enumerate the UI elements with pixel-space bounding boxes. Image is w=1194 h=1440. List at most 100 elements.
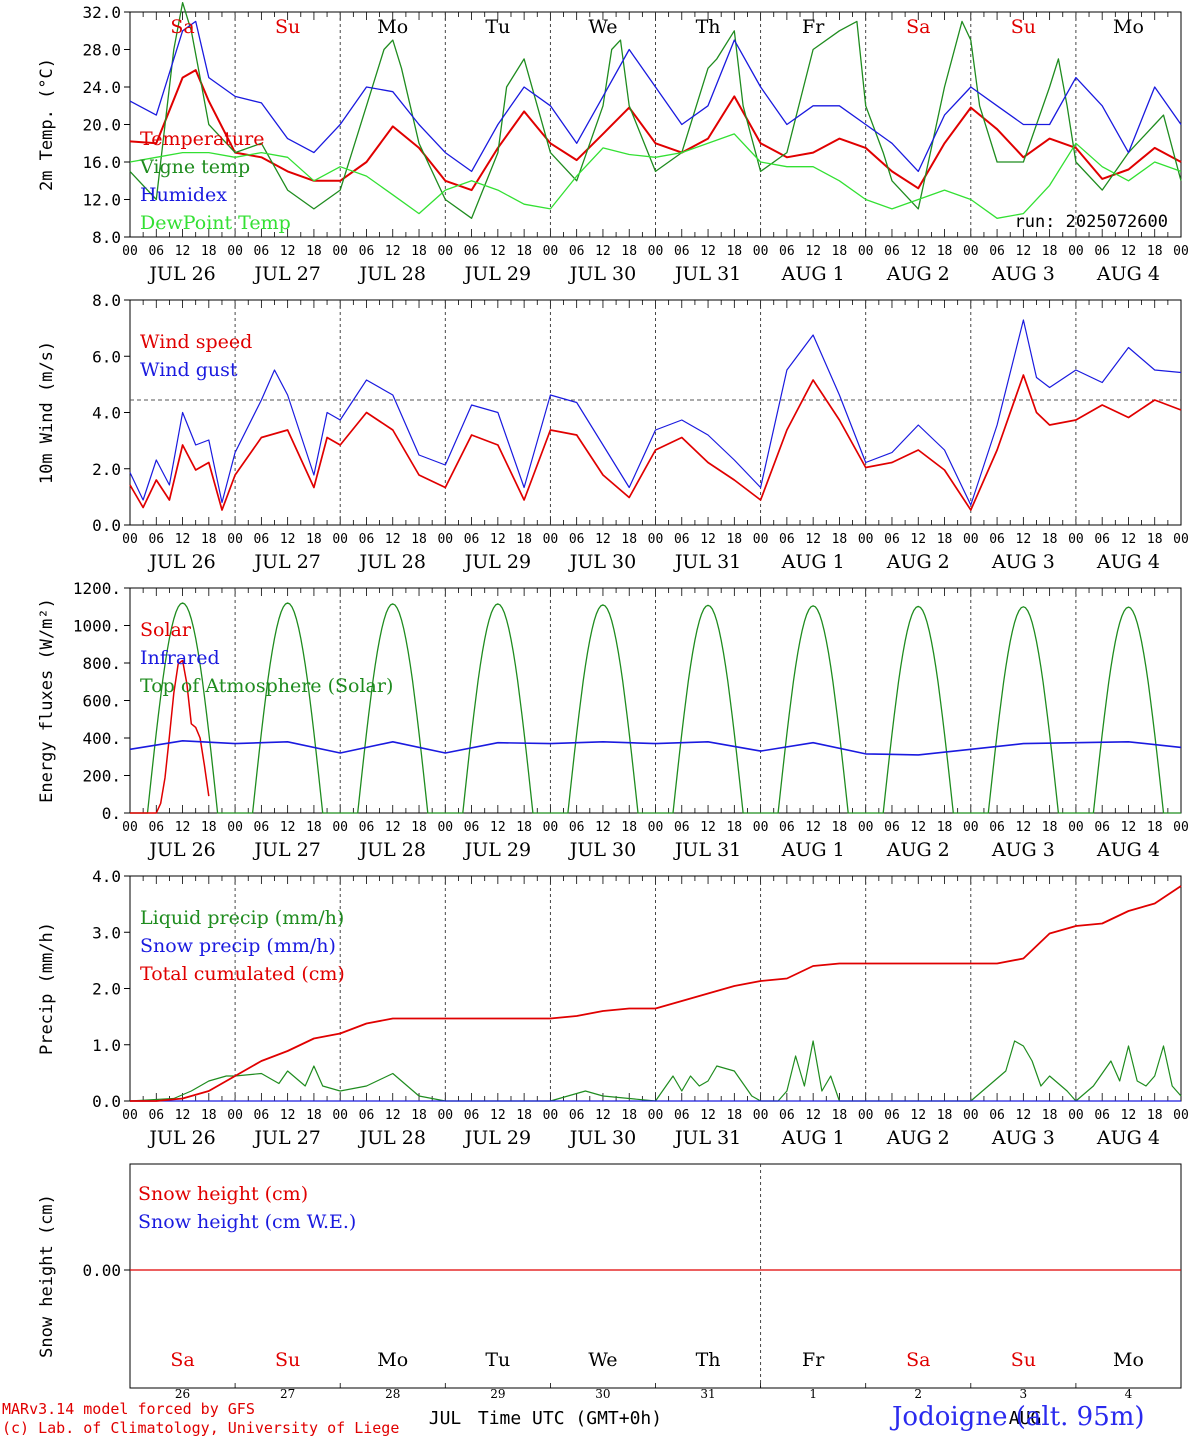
hour-label: 06 (359, 820, 375, 835)
date-label: JUL 29 (463, 1127, 531, 1149)
y-axis-label: 10m Wind (m/s) (37, 341, 57, 484)
hour-label: 00 (543, 1108, 559, 1123)
hour-label: 06 (464, 820, 480, 835)
hour-label: 00 (437, 820, 453, 835)
legend-entry: Liquid precip (mm/h) (140, 907, 344, 929)
date-label: JUL 29 (463, 263, 531, 285)
hour-label: 00 (1068, 1108, 1084, 1123)
legend-entry: Snow height (cm) (138, 1183, 308, 1205)
hour-label: 18 (1042, 1108, 1058, 1123)
hour-label: 18 (306, 244, 322, 259)
hour-label: 00 (1068, 244, 1084, 259)
legend-entry: Wind speed (140, 331, 252, 353)
hour-label: 00 (858, 244, 874, 259)
hour-label: 06 (464, 244, 480, 259)
date-label: JUL 29 (463, 551, 531, 573)
hour-label: 12 (595, 1108, 611, 1123)
hour-label: 06 (884, 820, 900, 835)
hour-label: 18 (1042, 820, 1058, 835)
hour-label: 18 (516, 820, 532, 835)
day-number-label: 29 (490, 1387, 505, 1401)
hour-label: 12 (280, 244, 296, 259)
y-tick-label: 12.0 (82, 191, 121, 210)
panel-2-frame (129, 299, 1182, 526)
legend-entry: Snow height (cm W.E.) (138, 1211, 356, 1233)
hour-label: 12 (805, 244, 821, 259)
hour-label: 18 (306, 820, 322, 835)
hour-label: 00 (1068, 820, 1084, 835)
weekday-label: Su (275, 16, 300, 38)
legend-entry: Temperature (140, 128, 264, 150)
hour-label: 06 (884, 1108, 900, 1123)
date-label: JUL 28 (358, 839, 426, 861)
date-label: JUL 26 (147, 263, 215, 285)
date-label: JUL 29 (463, 839, 531, 861)
hour-label: 06 (254, 532, 270, 547)
hour-label: 12 (910, 1108, 926, 1123)
legend-entry: Humidex (140, 184, 227, 206)
hour-label: 06 (779, 1108, 795, 1123)
y-tick-label: 0.00 (82, 1261, 121, 1280)
hour-label: 12 (490, 820, 506, 835)
hour-label: 12 (490, 244, 506, 259)
hour-label: 00 (963, 1108, 979, 1123)
y-tick-label: 4.0 (92, 404, 121, 423)
hour-label: 06 (1094, 1108, 1110, 1123)
hour-label: 18 (201, 1108, 217, 1123)
hour-label: 18 (726, 1108, 742, 1123)
credit-line-1: MARv3.14 model forced by GFS (2, 1400, 255, 1418)
hour-label: 12 (175, 244, 191, 259)
hour-label: 00 (1173, 820, 1189, 835)
hour-label: 06 (989, 1108, 1005, 1123)
y-axis-label: 2m Temp. (°C) (37, 58, 57, 191)
hour-label: 00 (858, 1108, 874, 1123)
hour-label: 12 (280, 532, 296, 547)
hour-label: 12 (1016, 244, 1032, 259)
y-tick-label: 800. (82, 654, 121, 673)
weekday-label: Mo (1113, 16, 1144, 38)
date-label: JUL 31 (673, 551, 741, 573)
hour-label: 18 (306, 1108, 322, 1123)
weekday-label: Su (1011, 1349, 1036, 1371)
hour-label: 06 (884, 244, 900, 259)
hour-label: 12 (805, 532, 821, 547)
hour-label: 18 (937, 244, 953, 259)
temp-series-line (129, 20, 1182, 173)
hour-label: 12 (1016, 532, 1032, 547)
weekday-label: Mo (1113, 1349, 1144, 1371)
temp-series-line (129, 69, 1182, 192)
hour-label: 00 (963, 532, 979, 547)
hour-label: 00 (648, 532, 664, 547)
hour-label: 12 (595, 532, 611, 547)
hour-label: 06 (359, 1108, 375, 1123)
date-label: JUL 27 (252, 1127, 320, 1149)
date-label: AUG 3 (991, 263, 1055, 285)
date-label: AUG 4 (1096, 551, 1160, 573)
hour-label: 18 (201, 820, 217, 835)
date-label: JUL 30 (568, 839, 636, 861)
hour-label: 18 (201, 244, 217, 259)
y-tick-label: 0.0 (92, 516, 121, 535)
hour-label: 06 (1094, 820, 1110, 835)
day-number-label: 28 (385, 1387, 400, 1401)
hour-label: 06 (148, 820, 164, 835)
hour-label: 00 (122, 532, 138, 547)
date-label: JUL 28 (358, 1127, 426, 1149)
hour-label: 12 (490, 532, 506, 547)
hour-label: 06 (674, 244, 690, 259)
date-label: JUL 26 (147, 839, 215, 861)
hour-label: 06 (148, 1108, 164, 1123)
legend-entry: DewPoint Temp (140, 212, 291, 234)
y-tick-label: 8.0 (92, 291, 121, 310)
date-label: JUL 30 (568, 1127, 636, 1149)
hour-label: 00 (227, 244, 243, 259)
day-number-label: 3 (1020, 1387, 1028, 1401)
hour-label: 18 (726, 820, 742, 835)
hour-label: 12 (1121, 244, 1137, 259)
hour-label: 00 (332, 1108, 348, 1123)
y-axis-label: Snow height (cm) (37, 1194, 57, 1358)
temp-series-line (129, 133, 1182, 219)
day-number-label: 30 (595, 1387, 610, 1401)
y-tick-label: 6.0 (92, 347, 121, 366)
y-tick-label: 2.0 (92, 980, 121, 999)
